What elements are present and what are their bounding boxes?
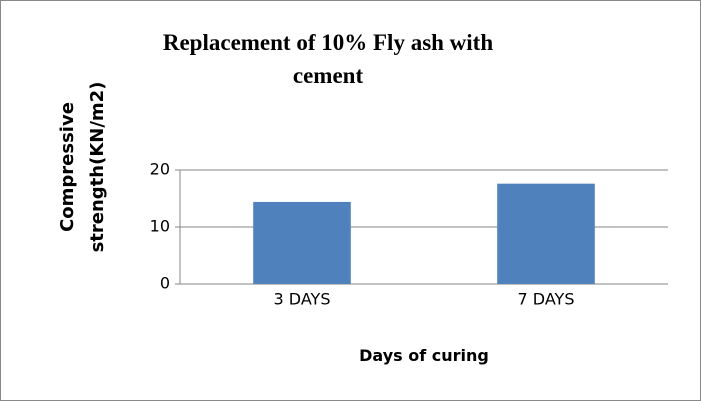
- bar: [253, 201, 351, 284]
- y-tick-label: 20: [150, 160, 170, 179]
- bar: [497, 183, 595, 284]
- y-tick-label: 10: [150, 217, 170, 236]
- x-tick-label: 3 DAYS: [274, 290, 331, 309]
- x-tick-label: 7 DAYS: [518, 290, 575, 309]
- chart-title: Replacement of 10% Fly ash with cement: [162, 30, 494, 88]
- y-tick-label: 0: [160, 274, 170, 293]
- y-axis-label: Compressive strength(KN/m2): [57, 81, 108, 253]
- x-axis-label: Days of curing: [359, 346, 489, 365]
